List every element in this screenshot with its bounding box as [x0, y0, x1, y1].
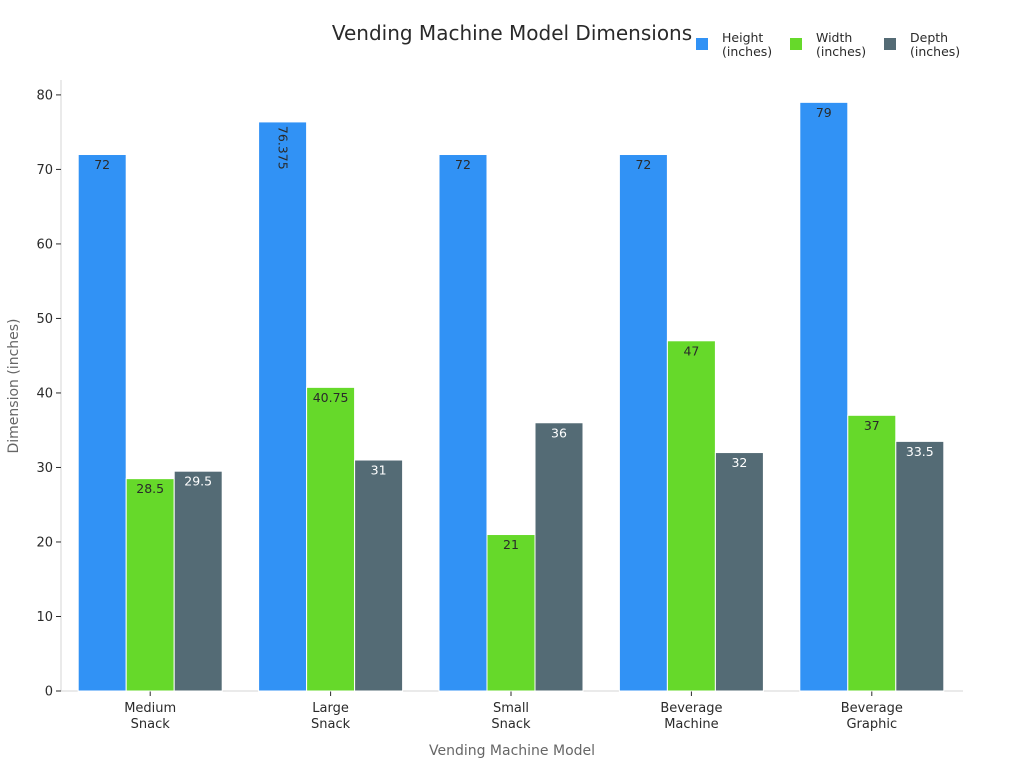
legend-label: (inches): [722, 44, 772, 59]
data-label: 21: [503, 537, 519, 552]
x-tick-label: Medium: [124, 701, 176, 716]
legend: Height(inches)Width(inches)Depth(inches): [696, 30, 960, 59]
bar: [618, 154, 668, 692]
data-label: 72: [94, 157, 110, 172]
data-label: 28.5: [136, 481, 164, 496]
chart-title: Vending Machine Model Dimensions: [332, 21, 692, 45]
data-labels: 72 28.5 29.5 76.375 40.75 31 72 21 36 72 47 32 79 37 3…: [94, 105, 933, 552]
legend-label: Width: [816, 30, 852, 45]
data-label: 40.75: [313, 390, 349, 405]
y-tick-label: 70: [36, 163, 53, 178]
x-tick-label: Graphic: [846, 717, 897, 732]
bar: [714, 452, 764, 692]
x-tick-label: Large: [312, 701, 349, 716]
bars: [77, 101, 945, 692]
bar: [666, 340, 716, 692]
legend-swatch: [884, 38, 896, 50]
x-tick-label: Snack: [491, 717, 531, 732]
legend-label: (inches): [816, 44, 866, 59]
data-label: 76.375: [276, 126, 291, 170]
y-tick-label: 50: [36, 312, 53, 327]
y-tick-label: 60: [36, 237, 53, 252]
x-tick-label: Snack: [131, 717, 171, 732]
legend-swatch: [790, 38, 802, 50]
bar: [258, 121, 308, 692]
x-tick-label: Beverage: [660, 701, 722, 716]
bar: [534, 422, 584, 692]
bar: [173, 470, 223, 692]
legend-label: Depth: [910, 30, 948, 45]
y-tick-label: 20: [36, 535, 53, 550]
x-axis-title: Vending Machine Model: [429, 743, 595, 759]
bar: [799, 101, 849, 692]
bar: [895, 440, 945, 692]
legend-label: (inches): [910, 44, 960, 59]
data-label: 31: [371, 463, 387, 478]
data-label: 29.5: [184, 474, 212, 489]
data-label: 79: [816, 105, 832, 120]
bar: [486, 534, 536, 692]
data-label: 72: [635, 157, 651, 172]
bar: [77, 154, 127, 692]
y-tick-label: 30: [36, 461, 53, 476]
data-label: 72: [455, 157, 471, 172]
bar: [354, 459, 404, 692]
data-label: 33.5: [906, 444, 934, 459]
y-tick-label: 80: [36, 88, 53, 103]
data-label: 36: [551, 425, 567, 440]
bar: [847, 414, 897, 692]
bar: [125, 478, 175, 692]
y-tick-label: 0: [45, 685, 53, 700]
x-tick-label: Snack: [311, 717, 351, 732]
x-tick-label: Small: [493, 701, 529, 716]
axes: 01020304050607080MediumSnackLargeSnackSm…: [36, 80, 963, 732]
legend-label: Height: [722, 30, 763, 45]
y-axis-title: Dimension (inches): [6, 318, 22, 453]
bar: [306, 386, 356, 692]
y-tick-label: 40: [36, 386, 53, 401]
legend-swatch: [696, 38, 708, 50]
bar: [438, 154, 488, 692]
y-tick-label: 10: [36, 610, 53, 625]
x-tick-label: Machine: [664, 717, 718, 732]
x-tick-label: Beverage: [841, 701, 903, 716]
data-label: 47: [683, 343, 699, 358]
data-label: 32: [731, 455, 747, 470]
data-label: 37: [864, 418, 880, 433]
